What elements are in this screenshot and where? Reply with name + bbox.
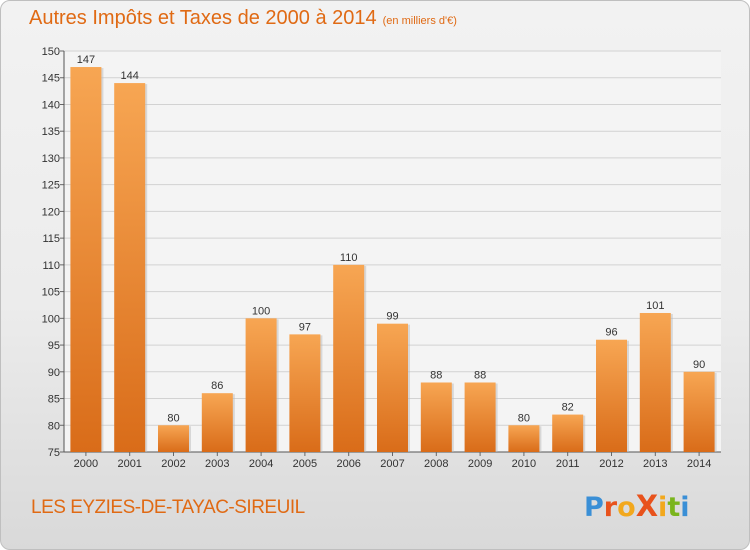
data-label: 101 [646,300,664,312]
x-tick-label: 2001 [117,458,141,470]
bar-2000 [70,67,102,452]
bar-2002 [158,425,189,452]
y-tick-label: 125 [42,180,60,192]
data-label: 90 [693,359,705,371]
bar-2012 [596,339,627,452]
data-label: 110 [340,252,358,264]
bar-2005 [289,334,321,452]
y-tick-label: 150 [42,46,60,58]
y-tick-label: 145 [42,73,60,85]
data-label: 86 [211,380,223,392]
chart-title-text: Autres Impôts et Taxes de 2000 à 2014 [29,7,377,29]
y-tick-label: 100 [42,313,60,325]
data-label: 99 [386,311,398,323]
bar-2011 [552,414,584,452]
bar-2013 [639,312,671,452]
y-tick-label: 120 [42,206,60,218]
y-tick-label: 130 [42,153,60,165]
bar-2006 [333,264,365,452]
data-label: 82 [562,402,574,414]
bar-2014 [683,371,715,452]
x-tick-label: 2012 [599,458,623,470]
bar-2007 [377,323,408,452]
x-tick-label: 2002 [161,458,185,470]
data-label: 97 [299,321,311,333]
x-tick-label: 2011 [556,458,580,470]
chart-title: Autres Impôts et Taxes de 2000 à 2014 (en… [29,7,457,30]
bar-2004 [245,318,277,452]
data-label: 100 [252,305,270,317]
bar-2001 [114,83,146,452]
bar-2009 [464,382,496,452]
x-tick-label: 2010 [512,458,536,470]
x-tick-label: 2007 [380,458,404,470]
data-label: 88 [474,369,486,381]
data-label: 80 [518,412,530,424]
x-tick-label: 2004 [249,458,273,470]
y-tick-label: 95 [48,340,60,352]
commune-name: LES EYZIES-DE-TAYAC-SIREUIL [31,497,305,518]
x-tick-label: 2000 [74,458,98,470]
y-tick-label: 110 [42,260,60,272]
y-tick-label: 80 [48,420,60,432]
x-tick-label: 2009 [468,458,492,470]
x-tick-label: 2003 [205,458,229,470]
bar-2008 [420,382,452,452]
x-tick-label: 2014 [687,458,711,470]
chart-subtitle: (en milliers d'€) [382,15,457,27]
y-tick-label: 75 [48,447,60,459]
x-tick-label: 2008 [424,458,448,470]
bar-2010 [508,425,540,452]
proxiti-logo: ProXiti [584,489,690,523]
x-tick-label: 2006 [336,458,360,470]
y-tick-label: 115 [42,233,60,245]
x-tick-label: 2013 [643,458,667,470]
y-tick-label: 90 [48,367,60,379]
y-tick-label: 135 [42,126,60,138]
data-label: 88 [430,369,442,381]
y-tick-label: 105 [42,287,60,299]
y-tick-label: 140 [42,99,60,111]
data-label: 147 [77,54,95,66]
data-label: 80 [167,412,179,424]
bar-2003 [201,393,233,452]
data-label: 96 [605,327,617,339]
y-tick-label: 85 [48,394,60,406]
data-label: 144 [121,70,139,82]
x-tick-label: 2005 [293,458,317,470]
